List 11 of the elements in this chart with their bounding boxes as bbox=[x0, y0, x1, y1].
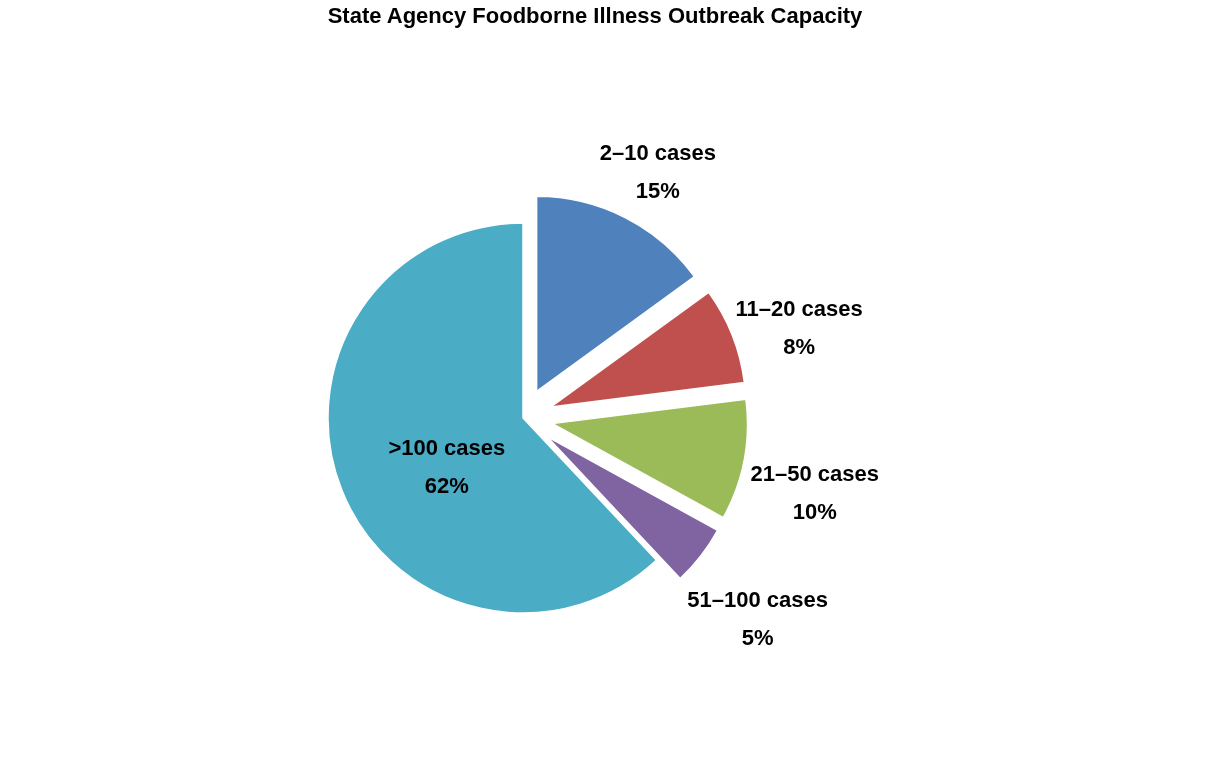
slice-label: >100 cases bbox=[388, 435, 506, 461]
data-label: 62% bbox=[424, 473, 469, 499]
data-label: 10% bbox=[792, 498, 837, 524]
chart-title: State Agency Foodborne Illness Outbreak Capacity bbox=[327, 3, 864, 28]
slice-label: 51–100 cases bbox=[687, 587, 829, 613]
slice-label: 21–50 cases bbox=[750, 460, 879, 486]
data-label: 5% bbox=[741, 625, 774, 651]
data-label: 8% bbox=[783, 333, 816, 359]
slice-label: 2–10 cases bbox=[599, 140, 716, 166]
data-label: 15% bbox=[635, 178, 680, 204]
slice-label: 11–20 cases bbox=[735, 295, 863, 321]
